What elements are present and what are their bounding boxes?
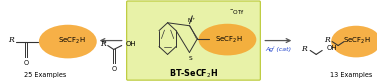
Text: SeCF$_2$H: SeCF$_2$H bbox=[58, 36, 85, 46]
Text: $^{-}$OTf: $^{-}$OTf bbox=[229, 8, 245, 16]
Text: N$^+$: N$^+$ bbox=[187, 16, 196, 25]
Text: S: S bbox=[189, 56, 192, 61]
Ellipse shape bbox=[331, 26, 378, 57]
Ellipse shape bbox=[198, 24, 256, 55]
Text: R: R bbox=[301, 46, 307, 53]
Text: 25 Examples: 25 Examples bbox=[24, 72, 66, 78]
Text: OH: OH bbox=[326, 46, 337, 51]
Ellipse shape bbox=[39, 25, 97, 58]
Text: R: R bbox=[100, 40, 105, 48]
Text: R: R bbox=[324, 36, 330, 44]
Text: 13 Examples: 13 Examples bbox=[330, 72, 372, 78]
Text: SeCF$_2$H: SeCF$_2$H bbox=[215, 34, 242, 45]
Text: O: O bbox=[23, 60, 28, 66]
Text: OH: OH bbox=[125, 41, 136, 47]
Text: R: R bbox=[8, 36, 14, 44]
Text: Agᴵ (cat): Agᴵ (cat) bbox=[265, 46, 291, 52]
Text: O: O bbox=[111, 66, 116, 72]
Text: BT-SeCF$_2$H: BT-SeCF$_2$H bbox=[169, 68, 218, 80]
FancyBboxPatch shape bbox=[127, 1, 260, 80]
Text: SeCF$_2$H: SeCF$_2$H bbox=[343, 36, 371, 46]
